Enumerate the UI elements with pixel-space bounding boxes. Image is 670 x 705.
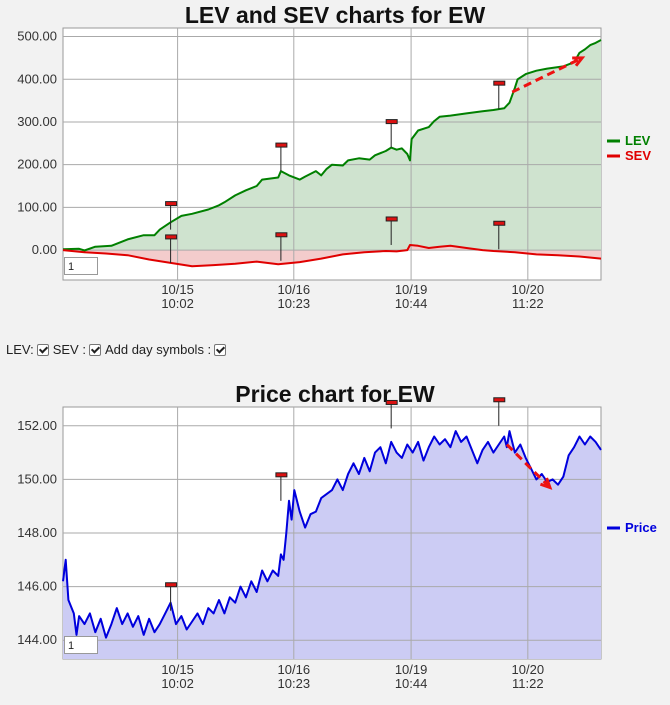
series-fill-price [63,431,601,659]
x-tick-label: 11:22 [512,296,544,310]
price-chart: 144.00 146.00 148.00 150.00 152.00 10/1510:02… [17,397,657,691]
trend-arrow-head [539,477,553,490]
x-tick-label: 11:22 [512,676,544,691]
y-tick-label: 144.00 [17,632,57,647]
day-marker-flag [385,119,398,125]
day-marker-flag [493,397,506,403]
chart-controls: LEV: SEV : Add day symbols : [6,342,230,357]
x-tick-label: 10/15 [161,662,194,677]
y-tick-label: 150.00 [17,471,57,486]
day-marker-flag [275,142,288,148]
day-marker-flag [385,399,398,405]
trend-arrow-line [505,443,551,489]
x-tick-label: 10:44 [395,676,428,691]
x-tick-label: 10/19 [395,282,428,297]
legend-label-price: Price [625,520,657,535]
lev-sev-page-input[interactable]: 1 [64,257,98,275]
legend-label-lev: LEV [625,133,651,148]
y-tick-label: 0.00 [32,242,57,257]
trend-arrow-head [572,56,586,67]
price-chart-title: Price chart for EW [235,381,435,407]
x-tick-label: 10/20 [512,662,545,677]
lev-sev-chart-title: LEV and SEV charts for EW [184,2,486,28]
sev-toggle-label: SEV : [52,342,86,357]
day-symbols-label: Add day symbols : [104,342,212,357]
x-tick-label: 10/19 [395,662,428,677]
day-marker-flag [165,234,178,240]
day-symbols-checkbox[interactable] [214,343,227,356]
lev-toggle-label: LEV: [6,342,34,357]
series-fill-lev [63,40,601,251]
lev-sev-chart: 0.00100.00200.00300.00400.00500.0010/151… [17,27,651,310]
legend-label-sev: SEV [625,148,651,163]
x-tick-label: 10:02 [161,296,194,310]
y-tick-label: 148.00 [17,525,57,540]
x-tick-label: 10/16 [278,662,311,677]
x-tick-label: 10/16 [278,282,311,297]
y-tick-label: 146.00 [17,579,57,594]
x-tick-label: 10:23 [278,296,311,310]
y-tick-label: 100.00 [17,199,57,214]
day-marker-flag [275,232,288,238]
price-page-input[interactable]: 1 [64,636,98,654]
day-marker-flag [275,472,288,478]
day-marker-flag [493,220,506,226]
x-tick-label: 10/20 [512,282,545,297]
day-marker-flag [493,80,506,86]
y-tick-label: 152.00 [17,418,57,433]
x-tick-label: 10/15 [161,282,194,297]
y-tick-label: 200.00 [17,157,57,172]
x-tick-label: 10:44 [395,296,428,310]
day-marker-flag [165,582,178,588]
lev-checkbox[interactable] [36,343,49,356]
sev-checkbox[interactable] [88,343,101,356]
y-tick-label: 500.00 [17,29,57,44]
x-tick-label: 10:23 [278,676,311,691]
y-tick-label: 400.00 [17,71,57,86]
series-line-lev [62,39,602,252]
day-marker-flag [165,201,178,207]
y-tick-label: 300.00 [17,114,57,129]
day-marker-flag [385,216,398,222]
x-tick-label: 10:02 [161,676,194,691]
series-line-price [62,430,602,639]
